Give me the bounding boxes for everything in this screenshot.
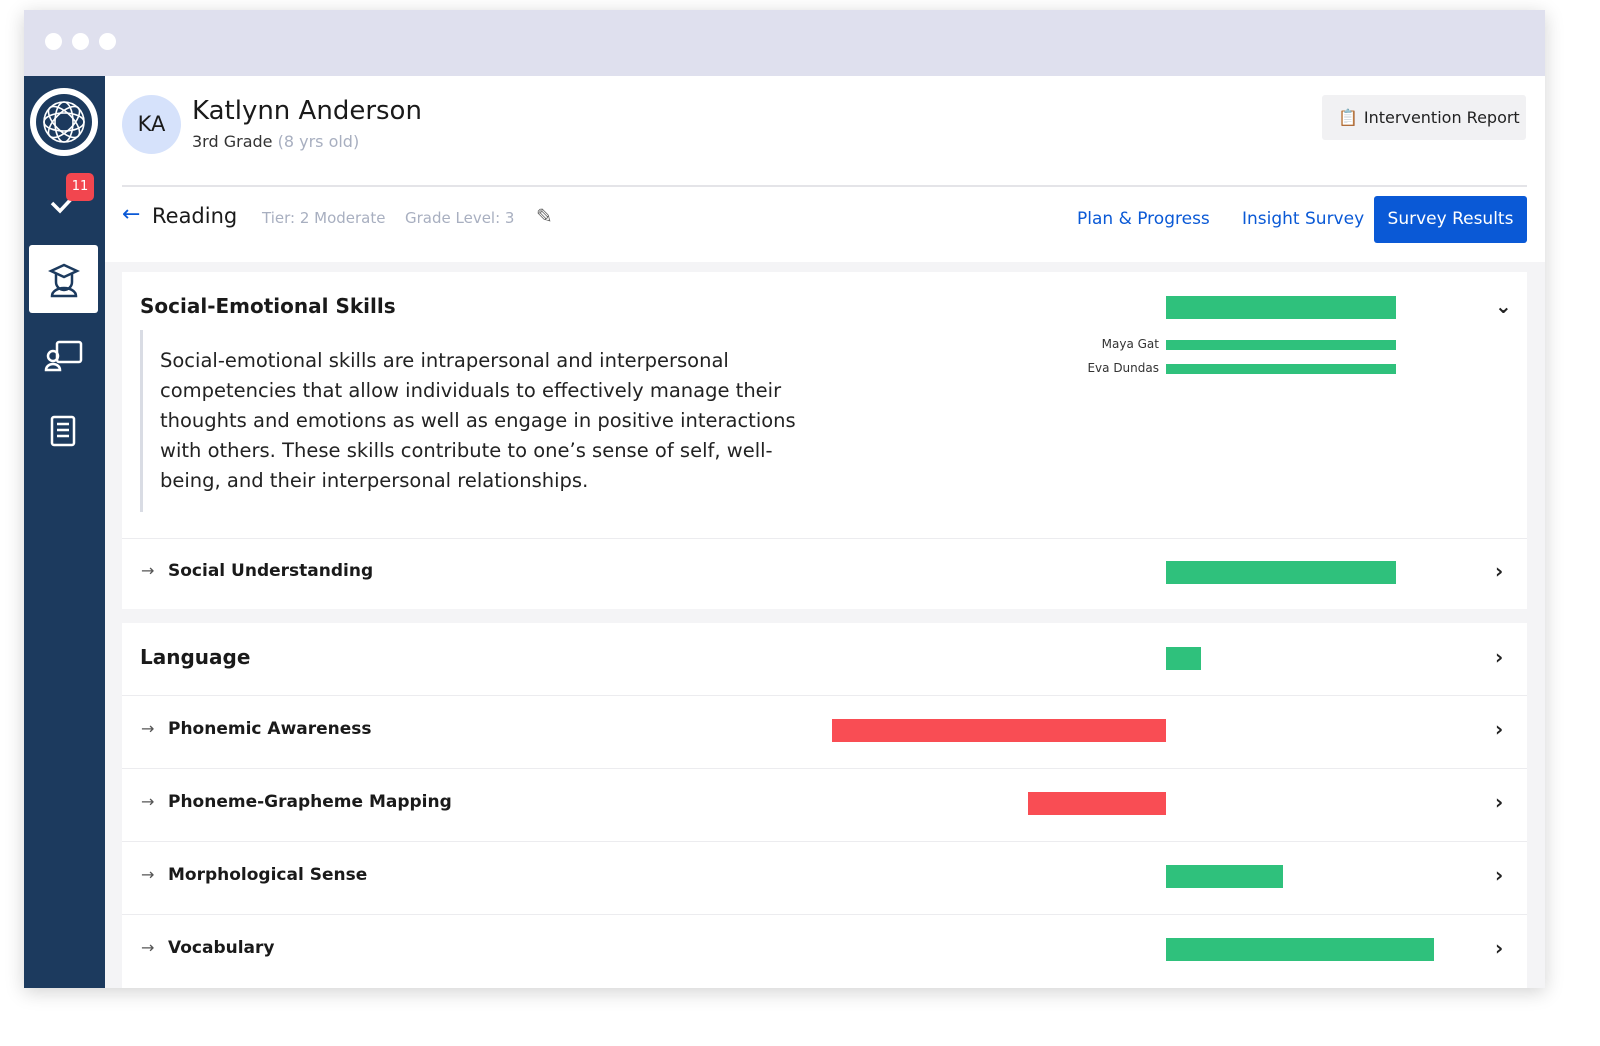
chevron[interactable]: ›	[1495, 559, 1504, 583]
tab[interactable]: Insight Survey	[1242, 209, 1365, 229]
arrow: →	[141, 792, 155, 811]
separator	[122, 841, 1527, 842]
divider	[122, 185, 1527, 187]
grade: 3rd Grade (8 yrs old)	[192, 132, 359, 151]
arrow: →	[141, 719, 155, 738]
book-icon[interactable]	[48, 414, 80, 448]
chevron[interactable]: ›	[1495, 863, 1504, 887]
chevron[interactable]: ⌄	[1495, 294, 1512, 318]
quote-border	[140, 330, 143, 512]
main: KA Katlynn Anderson 3rd Grade (8 yrs old…	[105, 76, 1545, 988]
tab-active[interactable]: Survey Results	[1374, 196, 1527, 243]
arrow: →	[141, 865, 155, 884]
bar	[1166, 937, 1434, 961]
bar	[832, 718, 1166, 742]
row-label: Vocabulary	[168, 938, 275, 958]
tasks-icon[interactable]	[48, 188, 78, 218]
browser-window: 11 KA Katlynn Anderson 3rd Grade (8 yrs …	[24, 10, 1545, 988]
logo[interactable]	[28, 86, 100, 158]
chevron[interactable]: ›	[1495, 645, 1504, 669]
separator	[122, 538, 1527, 539]
bar	[1166, 864, 1283, 888]
bar	[1166, 646, 1201, 670]
bar	[1166, 560, 1396, 584]
student-header: KA Katlynn Anderson 3rd Grade (8 yrs old…	[105, 76, 1545, 262]
section-card: Language › → Phonemic Awareness › → Phoneme-Gr…	[122, 623, 1527, 988]
tier: Tier: 2 Moderate	[262, 209, 386, 227]
bar	[1166, 295, 1396, 319]
badge: 11	[66, 173, 94, 201]
student-name: Katlynn Anderson	[192, 96, 422, 126]
active-nav[interactable]	[29, 245, 98, 313]
grade-level: Grade Level: 3	[405, 209, 515, 227]
row-label: Phoneme-Grapheme Mapping	[168, 792, 452, 812]
title-bar	[24, 10, 1545, 76]
arrow: →	[141, 561, 155, 580]
row-label: Social Understanding	[168, 561, 374, 581]
student-icon	[48, 263, 80, 298]
window-dot	[72, 33, 89, 50]
age: (8 yrs old)	[277, 132, 360, 151]
tab[interactable]: Plan & Progress	[1077, 209, 1210, 229]
button-text: Intervention Report	[1363, 108, 1520, 127]
rater-name: Eva Dundas	[1087, 361, 1159, 375]
arrow: →	[141, 938, 155, 957]
section-title: Social-Emotional Skills	[140, 294, 396, 318]
rater-name: Maya Gat	[1101, 337, 1159, 351]
intervention-report-button[interactable]: 📋 Intervention Report	[1322, 95, 1526, 140]
chevron[interactable]: ›	[1495, 790, 1504, 814]
separator	[122, 695, 1527, 696]
separator	[122, 768, 1527, 769]
separator	[122, 914, 1527, 915]
bar	[1166, 364, 1396, 374]
chevron[interactable]: ›	[1495, 717, 1504, 741]
subject: Reading	[152, 204, 238, 228]
row-label: Phonemic Awareness	[168, 719, 372, 739]
bar	[1028, 791, 1166, 815]
class-icon[interactable]	[44, 338, 84, 374]
chevron[interactable]: ›	[1495, 936, 1504, 960]
back-arrow[interactable]: ←	[122, 202, 141, 227]
edit-icon[interactable]: ✎	[536, 204, 553, 228]
sidebar: 11	[24, 76, 105, 988]
window-dot	[99, 33, 116, 50]
description: Social-emotional skills are intrapersona…	[160, 349, 796, 492]
bar	[1166, 340, 1396, 350]
section-card: Social-Emotional Skills ⌄ Social-emotional…	[122, 272, 1527, 609]
avatar: KA	[122, 95, 181, 154]
row-label: Morphological Sense	[168, 865, 368, 885]
window-dot	[45, 33, 62, 50]
section-title: Language	[140, 645, 251, 669]
grade-text: 3rd Grade	[192, 132, 273, 151]
